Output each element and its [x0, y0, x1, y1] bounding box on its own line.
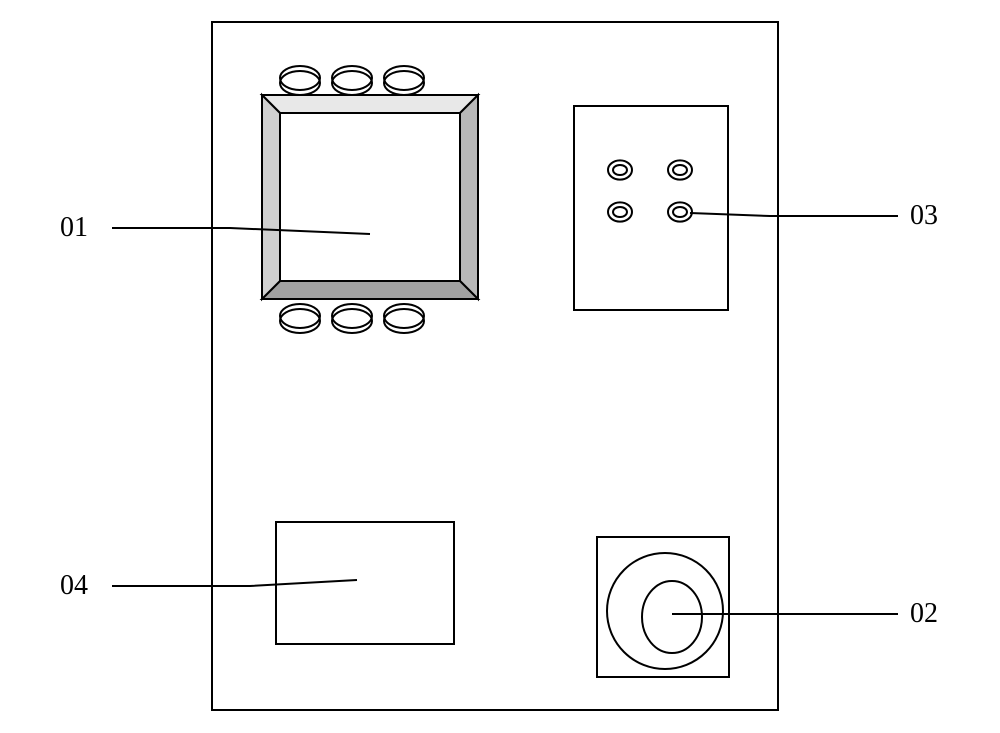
- component-01-inner: [280, 113, 460, 281]
- bevel-right: [460, 95, 478, 299]
- component-02-frame: [597, 537, 729, 677]
- bevel-left: [262, 95, 280, 299]
- label-01: 01: [60, 212, 88, 244]
- bevel-bottom: [262, 281, 478, 299]
- label-03: 03: [910, 200, 938, 232]
- label-02: 02: [910, 598, 938, 630]
- bevel-top: [262, 95, 478, 113]
- component-03-frame: [574, 106, 728, 310]
- label-04: 04: [60, 570, 88, 602]
- diagram-canvas: [0, 0, 1000, 733]
